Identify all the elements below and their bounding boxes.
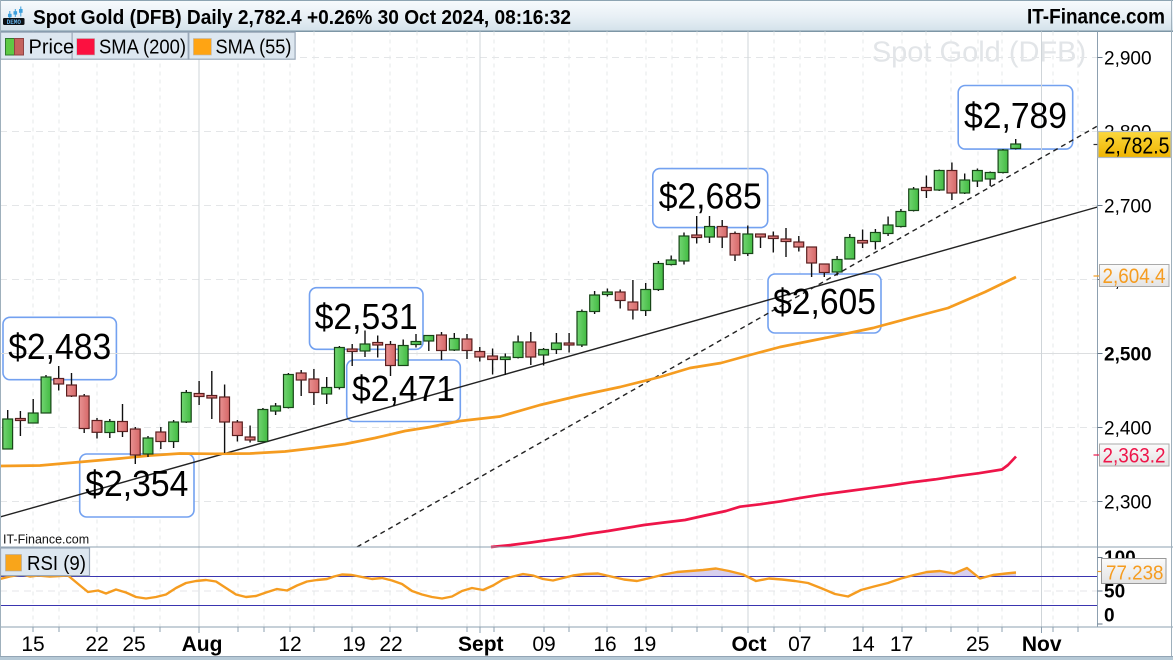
svg-text:$2,531: $2,531 [315, 296, 418, 337]
svg-text:Spot Gold (DFB): Spot Gold (DFB) [872, 37, 1086, 69]
svg-text:2,300: 2,300 [1104, 492, 1152, 513]
svg-text:2,900: 2,900 [1104, 48, 1152, 69]
svg-text:50: 50 [1104, 582, 1125, 603]
svg-text:0: 0 [1104, 606, 1115, 627]
svg-text:IT-Finance.com: IT-Finance.com [3, 533, 89, 547]
svg-text:2,604.4: 2,604.4 [1103, 265, 1166, 288]
svg-text:Spot Gold (DFB) Daily 2,782.4: Spot Gold (DFB) Daily 2,782.4 +0.26% 30 … [33, 6, 571, 29]
svg-text:09: 09 [532, 633, 555, 656]
svg-text:$2,471: $2,471 [352, 368, 455, 409]
svg-text:12: 12 [278, 633, 301, 656]
svg-text:2,500: 2,500 [1104, 344, 1152, 365]
svg-text:77.238: 77.238 [1106, 562, 1164, 585]
svg-text:SMA (200): SMA (200) [99, 37, 186, 59]
svg-text:Nov: Nov [1022, 633, 1062, 656]
svg-text:14: 14 [851, 633, 875, 656]
svg-text:DEMO: DEMO [7, 19, 22, 26]
svg-text:$2,789: $2,789 [964, 95, 1067, 136]
svg-text:SMA (55): SMA (55) [216, 37, 292, 59]
svg-text:IT-Finance.com: IT-Finance.com [1027, 6, 1165, 29]
svg-text:$2,605: $2,605 [773, 281, 876, 322]
svg-text:RSI (9): RSI (9) [27, 553, 86, 575]
svg-text:15: 15 [21, 633, 44, 656]
svg-text:19: 19 [342, 633, 365, 656]
svg-text:Oct: Oct [731, 633, 766, 656]
svg-text:22: 22 [85, 633, 108, 656]
svg-text:25: 25 [122, 633, 145, 656]
svg-text:22: 22 [379, 633, 402, 656]
svg-text:16: 16 [593, 633, 616, 656]
svg-text:2,700: 2,700 [1104, 196, 1152, 217]
svg-text:$2,354: $2,354 [85, 463, 188, 504]
svg-text:$2,483: $2,483 [8, 326, 111, 367]
svg-text:2,782.5: 2,782.5 [1105, 133, 1170, 159]
svg-text:Price: Price [29, 37, 75, 59]
svg-text:Sept: Sept [458, 633, 504, 656]
svg-text:25: 25 [966, 633, 989, 656]
svg-text:17: 17 [890, 633, 913, 656]
svg-text:2,363.2: 2,363.2 [1103, 445, 1166, 468]
svg-text:Aug: Aug [182, 633, 223, 656]
svg-text:2,400: 2,400 [1104, 418, 1152, 439]
svg-text:19: 19 [633, 633, 656, 656]
svg-text:$2,685: $2,685 [659, 176, 762, 217]
svg-text:07: 07 [788, 633, 811, 656]
